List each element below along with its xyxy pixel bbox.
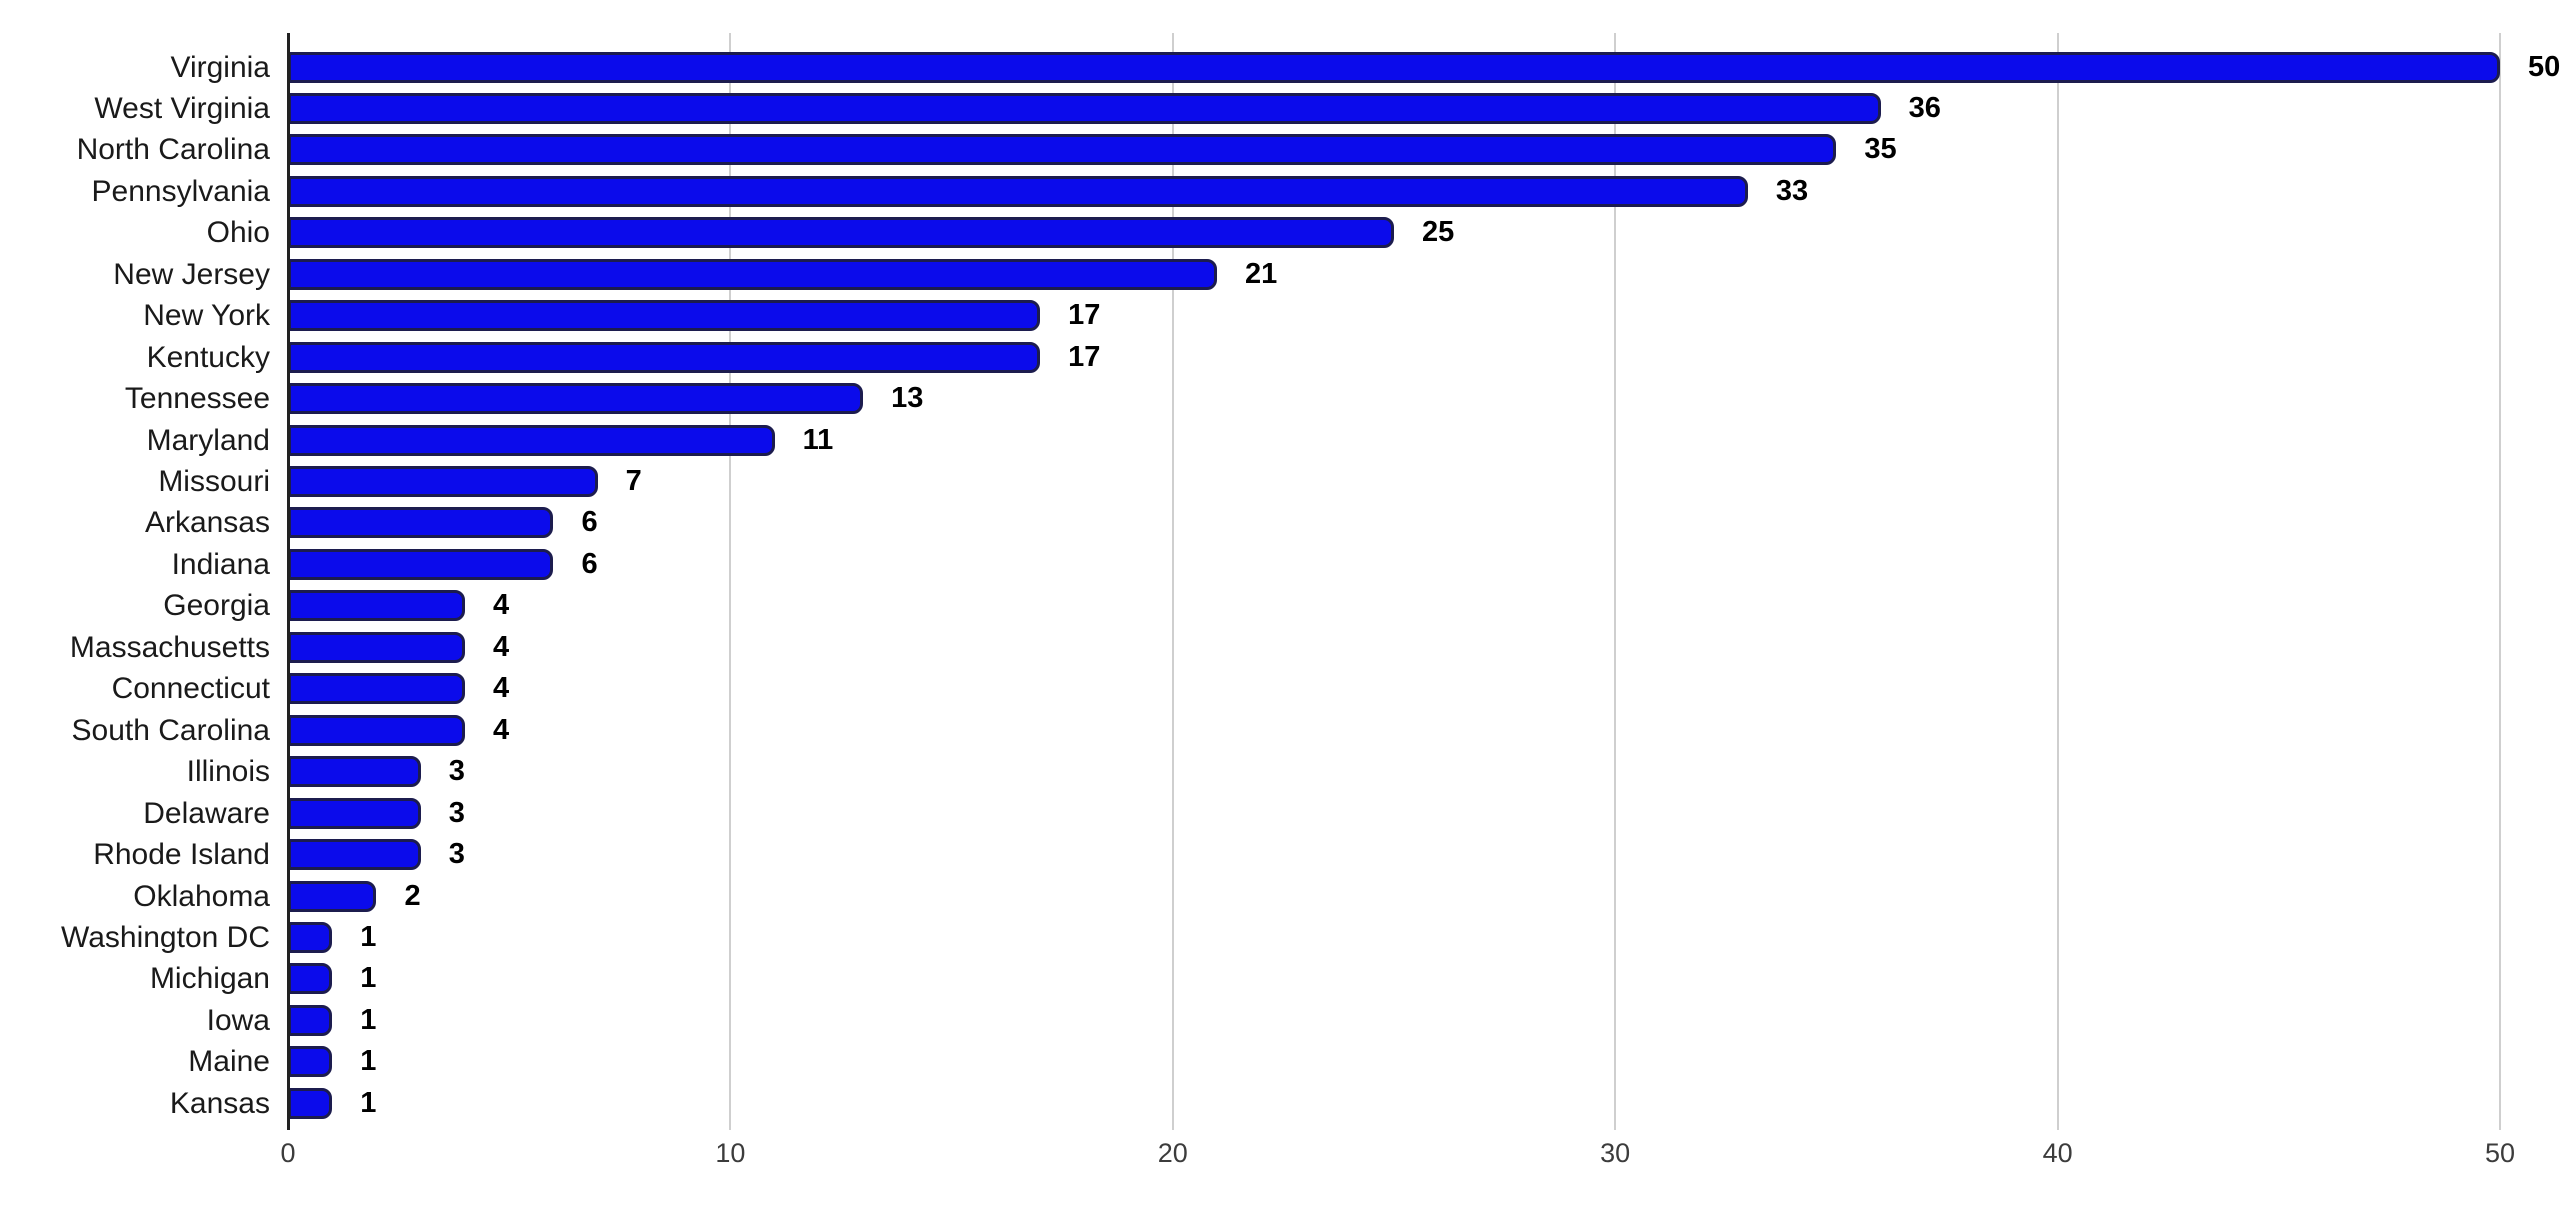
bar-value-label: 4 — [492, 630, 510, 663]
bar-value-label: 1 — [360, 1003, 377, 1036]
bar-value-label: 3 — [448, 838, 465, 871]
bar — [288, 1004, 333, 1036]
category-label: Maryland — [146, 423, 270, 457]
bar-value-label: 7 — [625, 465, 642, 497]
category-label: Virginia — [170, 50, 270, 84]
bar — [288, 175, 1748, 207]
category-label: Maine — [188, 1045, 270, 1079]
bar — [288, 548, 554, 580]
bar — [288, 466, 598, 497]
category-label: Kentucky — [146, 340, 270, 374]
category-label: Indiana — [171, 547, 270, 581]
bar — [288, 383, 864, 415]
bar-value-label: 6 — [581, 506, 598, 539]
bar-value-label: 2 — [404, 879, 421, 912]
x-axis-tick-label: 40 — [2042, 1138, 2073, 1168]
bar — [288, 673, 465, 705]
category-label: New York — [143, 299, 270, 333]
bar — [288, 341, 1041, 373]
x-gridline — [2499, 33, 2501, 1130]
category-label: Massachusetts — [69, 630, 270, 664]
category-label: Georgia — [163, 589, 270, 623]
category-label: Delaware — [143, 796, 270, 830]
bar-value-label: 17 — [1068, 340, 1101, 373]
bar — [288, 1087, 333, 1119]
bar-value-label: 1 — [360, 920, 377, 953]
x-axis-tick-label: 30 — [1600, 1138, 1631, 1168]
bar-value-label: 33 — [1775, 174, 1809, 207]
bar — [288, 51, 2500, 83]
bar — [288, 300, 1041, 332]
bar-value-label: 3 — [448, 796, 465, 829]
bar-value-label: 4 — [492, 672, 510, 705]
category-label: Washington DC — [61, 920, 270, 954]
bar-value-label: 11 — [802, 423, 834, 456]
bar — [288, 631, 465, 663]
bar — [288, 797, 421, 829]
x-gridline — [1614, 33, 1617, 1130]
y-axis-line — [286, 33, 290, 1130]
bar — [288, 507, 554, 539]
x-axis-tick-label: 20 — [1157, 1138, 1188, 1168]
category-label: Ohio — [206, 216, 270, 250]
category-label: South Carolina — [71, 713, 270, 747]
category-label: Missouri — [158, 465, 270, 498]
bar — [288, 134, 1837, 166]
bar — [288, 921, 333, 953]
bar — [288, 839, 421, 871]
bar-value-label: 50 — [2528, 50, 2560, 83]
category-label: Oklahoma — [133, 879, 270, 913]
bar — [288, 590, 465, 622]
category-label: Iowa — [206, 1003, 270, 1037]
bar-value-label: 36 — [1908, 91, 1941, 124]
category-label: Pennsylvania — [91, 174, 270, 208]
category-label: Connecticut — [111, 672, 270, 706]
bar — [288, 1046, 333, 1078]
category-label: Tennessee — [124, 382, 270, 416]
bar-value-label: 1 — [360, 1086, 377, 1119]
bar-value-label: 4 — [492, 713, 510, 746]
x-axis-tick-label: 10 — [715, 1138, 746, 1168]
category-label: Rhode Island — [93, 838, 270, 872]
bar — [288, 217, 1394, 249]
bar-value-label: 1 — [360, 962, 377, 995]
bar — [288, 714, 465, 746]
bar — [288, 424, 775, 456]
bar — [288, 258, 1218, 290]
x-gridline — [1171, 33, 1174, 1130]
bar-value-label: 21 — [1245, 257, 1278, 290]
category-label: Michigan — [149, 962, 270, 996]
x-gridline — [2056, 33, 2059, 1130]
bar — [288, 963, 333, 995]
bar — [288, 880, 377, 912]
category-label: West Virginia — [94, 91, 270, 125]
bar-value-label: 6 — [581, 547, 598, 580]
bar — [288, 756, 421, 788]
bar-value-label: 13 — [891, 382, 924, 415]
category-label: North Carolina — [76, 133, 270, 167]
x-gridline — [729, 33, 732, 1130]
bar-value-label: 25 — [1422, 216, 1455, 249]
bar — [288, 92, 1881, 124]
x-axis-tick-label: 0 — [280, 1138, 296, 1168]
bar-value-label: 3 — [448, 755, 465, 788]
category-label: Arkansas — [144, 506, 270, 540]
bar-value-label: 35 — [1864, 133, 1897, 166]
bar-value-label: 17 — [1068, 299, 1101, 332]
x-axis-tick-label: 50 — [2484, 1138, 2516, 1168]
category-label: Illinois — [186, 755, 270, 789]
bar-value-label: 4 — [492, 589, 510, 622]
bar-value-label: 1 — [360, 1045, 377, 1078]
category-label: Kansas — [169, 1086, 270, 1120]
category-label: New Jersey — [113, 257, 270, 291]
